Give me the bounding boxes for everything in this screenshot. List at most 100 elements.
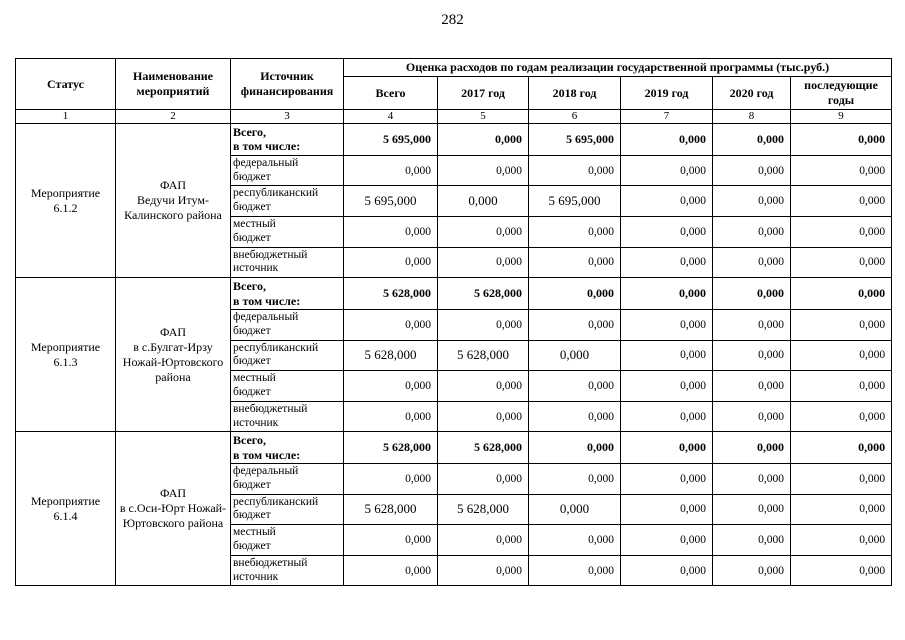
value-cell: 0,000 <box>437 246 529 279</box>
value-cell: 0,000 <box>712 463 791 495</box>
header-row-colnumbers: 1 2 3 4 5 6 7 8 9 <box>15 109 893 124</box>
value-cell: 0,000 <box>343 524 438 556</box>
budget-table: Статус Наименование мероприятий Источник… <box>15 58 893 587</box>
source-cell: Всего, в том числе: <box>230 277 344 310</box>
table-row: федеральный бюджет 0,000 0,000 0,000 0,0… <box>16 463 893 495</box>
value-cell: 0,000 <box>528 339 621 372</box>
value-cell: 0,000 <box>343 308 438 341</box>
value-cell: 0,000 <box>620 246 713 279</box>
value-cell: 0,000 <box>789 370 893 402</box>
value-cell: 0,000 <box>712 524 791 556</box>
col-number: 3 <box>230 109 344 124</box>
col-number: 9 <box>789 109 893 124</box>
value-cell: 0,000 <box>620 215 713 248</box>
value-cell: 5 695,000 <box>343 185 438 217</box>
value-cell: 0,000 <box>620 463 713 495</box>
value-cell: 0,000 <box>712 277 791 310</box>
col-number: 2 <box>115 109 231 124</box>
status-cell: Мероприятие 6.1.3 <box>15 277 116 433</box>
table-row: местный бюджет 0,000 0,000 0,000 0,000 0… <box>16 215 893 248</box>
value-cell: 0,000 <box>712 400 791 433</box>
value-cell: 0,000 <box>620 431 713 465</box>
value-cell: 0,000 <box>620 493 713 526</box>
value-cell: 0,000 <box>712 246 791 279</box>
header-estimate-title: Оценка расходов по годам реализации госу… <box>342 58 893 77</box>
col-number: 4 <box>343 109 438 124</box>
value-cell: 0,000 <box>437 463 529 495</box>
col-number: 8 <box>712 109 791 124</box>
value-cell: 0,000 <box>789 277 893 310</box>
table-row: внебюджетный источник 0,000 0,000 0,000 … <box>16 554 893 587</box>
header-year-2020: 2020 год <box>712 76 791 110</box>
value-cell: 0,000 <box>528 215 621 248</box>
table-row: федеральный бюджет 0,000 0,000 0,000 0,0… <box>16 154 893 187</box>
value-cell: 5 695,000 <box>528 123 621 156</box>
source-cell: местный бюджет <box>230 370 344 402</box>
value-cell: 0,000 <box>789 123 893 156</box>
table-row: Мероприятие 6.1.2 ФАП Ведучи Итум-Калинс… <box>15 122 893 279</box>
value-cell: 0,000 <box>528 524 621 556</box>
value-cell: 0,000 <box>437 215 529 248</box>
value-cell: 0,000 <box>789 339 893 372</box>
source-cell: республиканский бюджет <box>230 339 344 372</box>
value-cell: 0,000 <box>712 339 791 372</box>
value-cell: 5 628,000 <box>437 277 529 310</box>
value-cell: 5 695,000 <box>343 123 438 156</box>
value-cell: 0,000 <box>620 154 713 187</box>
header-status: Статус <box>15 58 116 110</box>
value-cell: 0,000 <box>712 154 791 187</box>
value-cell: 0,000 <box>789 431 893 465</box>
value-cell: 0,000 <box>437 185 529 217</box>
value-cell: 0,000 <box>437 154 529 187</box>
value-cell: 0,000 <box>789 154 893 187</box>
name-cell: ФАП в с.Оси-Юрт Ножай-Юртовского района <box>115 431 231 587</box>
source-cell: внебюджетный источник <box>230 246 344 279</box>
table-row: местный бюджет 0,000 0,000 0,000 0,000 0… <box>16 370 893 402</box>
table-row: республиканский бюджет 5 628,000 5 628,0… <box>16 493 893 526</box>
header-year-2018: 2018 год <box>528 76 621 110</box>
value-cell: 0,000 <box>437 400 529 433</box>
value-cell: 0,000 <box>437 308 529 341</box>
value-cell: 0,000 <box>343 154 438 187</box>
value-cell: 0,000 <box>437 554 529 587</box>
col-number: 5 <box>437 109 529 124</box>
value-cell: 0,000 <box>620 524 713 556</box>
source-cell: внебюджетный источник <box>230 554 344 587</box>
table-row: Мероприятие 6.1.4 ФАП в с.Оси-Юрт Ножай-… <box>15 431 893 587</box>
value-cell: 5 628,000 <box>343 431 438 465</box>
value-cell: 0,000 <box>528 308 621 341</box>
table-row: внебюджетный источник 0,000 0,000 0,000 … <box>16 246 893 279</box>
value-cell: 0,000 <box>712 215 791 248</box>
value-cell: 0,000 <box>343 370 438 402</box>
value-cell: 0,000 <box>437 123 529 156</box>
value-cell: 0,000 <box>789 463 893 495</box>
table-row: местный бюджет 0,000 0,000 0,000 0,000 0… <box>16 524 893 556</box>
value-cell: 0,000 <box>789 246 893 279</box>
value-cell: 0,000 <box>343 400 438 433</box>
table-row: республиканский бюджет 5 695,000 0,000 5… <box>16 185 893 217</box>
value-cell: 5 695,000 <box>528 185 621 217</box>
table-row: республиканский бюджет 5 628,000 5 628,0… <box>16 339 893 372</box>
header-name: Наименование мероприятий <box>115 58 231 110</box>
col-number: 1 <box>15 109 116 124</box>
value-cell: 5 628,000 <box>437 339 529 372</box>
table-row: федеральный бюджет 0,000 0,000 0,000 0,0… <box>16 308 893 341</box>
value-cell: 0,000 <box>789 215 893 248</box>
header-row-top: Статус Наименование мероприятий Источник… <box>15 58 893 110</box>
value-cell: 5 628,000 <box>343 493 438 526</box>
source-cell: федеральный бюджет <box>230 463 344 495</box>
value-cell: 0,000 <box>789 185 893 217</box>
value-cell: 0,000 <box>620 339 713 372</box>
value-cell: 0,000 <box>620 400 713 433</box>
value-cell: 0,000 <box>712 370 791 402</box>
value-cell: 5 628,000 <box>343 339 438 372</box>
name-cell: ФАП в с.Булгат-Ирзу Ножай-Юртовского рай… <box>115 277 231 433</box>
value-cell: 0,000 <box>789 308 893 341</box>
value-cell: 5 628,000 <box>437 431 529 465</box>
value-cell: 0,000 <box>528 154 621 187</box>
value-cell: 0,000 <box>528 554 621 587</box>
value-cell: 0,000 <box>620 308 713 341</box>
table-row: внебюджетный источник 0,000 0,000 0,000 … <box>16 400 893 433</box>
value-cell: 5 628,000 <box>343 277 438 310</box>
value-cell: 0,000 <box>528 277 621 310</box>
